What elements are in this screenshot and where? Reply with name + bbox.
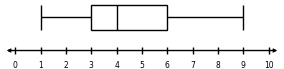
Text: 2: 2: [64, 61, 68, 69]
Text: 5: 5: [139, 61, 145, 69]
Text: 6: 6: [165, 61, 170, 69]
Text: 1: 1: [38, 61, 43, 69]
Bar: [91, 5, 167, 30]
Text: 8: 8: [216, 61, 220, 69]
Text: 9: 9: [241, 61, 246, 69]
Text: 4: 4: [114, 61, 119, 69]
Text: 3: 3: [89, 61, 94, 69]
Text: 10: 10: [264, 61, 273, 69]
Text: 0: 0: [13, 61, 18, 69]
Text: 7: 7: [190, 61, 195, 69]
